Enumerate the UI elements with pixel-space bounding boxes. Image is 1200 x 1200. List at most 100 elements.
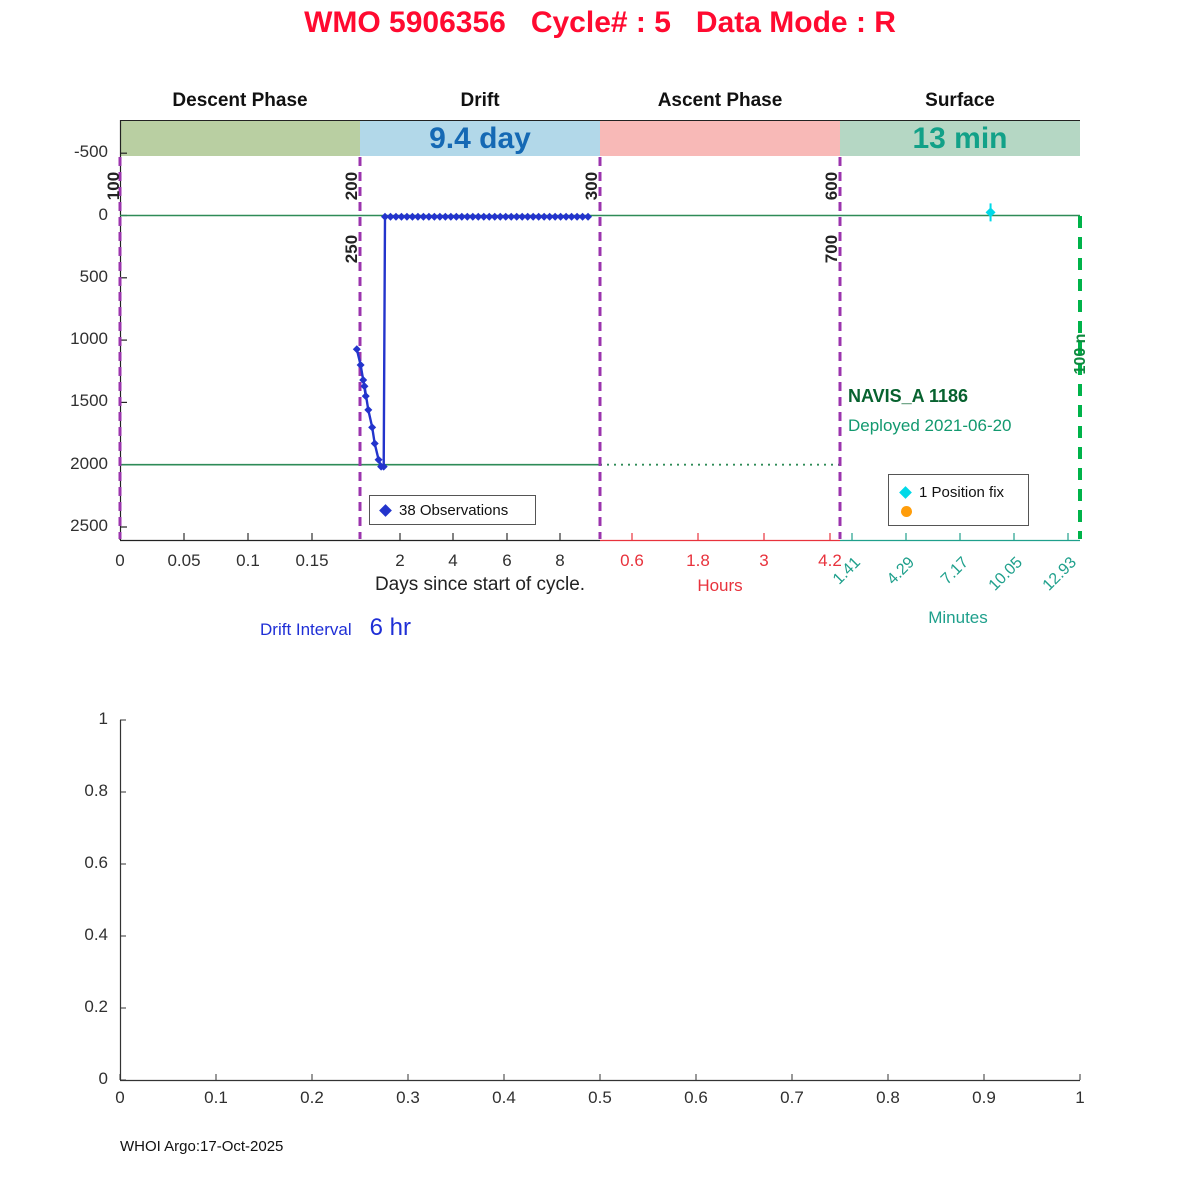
observation-marker	[578, 212, 587, 221]
observation-marker	[408, 212, 417, 221]
observation-marker	[534, 212, 543, 221]
y-axis-tick-label: 1500	[70, 391, 108, 411]
observation-marker	[518, 212, 527, 221]
observation-diamond-icon	[379, 503, 392, 517]
observation-marker	[386, 212, 395, 221]
plot2-y-tick-label: 0	[98, 1069, 108, 1088]
observation-marker	[413, 212, 422, 221]
surface-duration-label: 13 min	[912, 122, 1008, 155]
x-axis-tick-label: 0	[115, 551, 125, 570]
plot2-x-tick-label: 0.7	[780, 1088, 804, 1107]
boundary-pressure-label: 100	[104, 171, 123, 201]
plot2-y-tick-label: 0.2	[84, 997, 108, 1016]
observation-marker	[556, 212, 565, 221]
x-axis-tick-label: 0.6	[620, 551, 644, 570]
descent-phase-band	[120, 121, 360, 156]
y-axis-tick-label: -500	[73, 142, 108, 162]
observation-marker	[424, 212, 433, 221]
observation-marker	[356, 361, 365, 370]
plot2-x-tick-label: 0.2	[300, 1088, 324, 1107]
x-axis-tick-label: 8	[555, 551, 565, 570]
phase-title-descent: Descent Phase	[172, 90, 308, 111]
plot2-y-tick-label: 0.4	[84, 925, 108, 944]
drift-interval-row: Drift Interval 6 hr	[260, 614, 411, 642]
x-axis-tick-label: 6	[502, 551, 512, 570]
observations-legend: 38 Observations	[369, 495, 536, 525]
observation-marker	[430, 212, 439, 221]
float-deployed-text: Deployed 2021-06-20	[848, 416, 1012, 435]
observation-marker	[463, 212, 472, 221]
observation-marker	[523, 212, 532, 221]
observation-marker	[441, 212, 450, 221]
plot2-x-tick-label: 0	[115, 1088, 125, 1107]
boundary-pressure-label: 300	[582, 171, 601, 201]
observation-marker	[529, 212, 538, 221]
observation-marker	[352, 345, 361, 354]
x-axis-tick-label: 1.8	[686, 551, 710, 570]
plot2-x-tick-label: 1	[1075, 1088, 1085, 1107]
position-fix-legend-row: 1 Position fix	[899, 483, 1005, 501]
page-title: WMO 5906356 Cycle# : 5 Data Mode : R	[304, 6, 896, 39]
y-axis-tick-label: 2500	[70, 516, 108, 535]
y-axis-tick-label: 500	[79, 266, 108, 286]
observation-marker	[360, 382, 369, 391]
observation-marker	[573, 212, 582, 221]
plot2-x-tick-label: 0.4	[492, 1088, 516, 1107]
observation-marker	[567, 212, 576, 221]
phase-title-drift: Drift	[460, 90, 500, 111]
observation-marker	[419, 212, 428, 221]
observation-marker	[391, 212, 400, 221]
observation-marker	[370, 439, 379, 448]
minutes-tick-label: 10.05	[985, 554, 1027, 595]
x-axis-tick-label: 3	[759, 551, 769, 570]
plot2-x-tick-label: 0.8	[876, 1088, 900, 1107]
y-axis-tick-label: 1000	[70, 329, 108, 349]
observation-marker	[490, 212, 499, 221]
drift-duration-label: 9.4 day	[429, 122, 531, 155]
minutes-tick-label: 12.93	[1039, 554, 1081, 595]
orange-marker-row	[901, 505, 912, 517]
observation-marker	[496, 212, 505, 221]
phase-title-ascent: Ascent Phase	[657, 90, 783, 111]
observation-marker	[377, 462, 386, 471]
minutes-axis-label: Minutes	[928, 608, 988, 627]
observation-marker	[562, 212, 571, 221]
right-edge-distance-label: 100 n	[1072, 333, 1089, 375]
x-axis-tick-label: 4.2	[818, 551, 842, 570]
x-axis-tick-label: 0.1	[236, 551, 260, 570]
boundary-pressure-label: 200	[342, 171, 361, 201]
observation-marker	[468, 212, 477, 221]
plot2-x-tick-label: 0.9	[972, 1088, 996, 1107]
observation-marker	[485, 212, 494, 221]
observation-marker	[545, 212, 554, 221]
observation-marker	[361, 392, 370, 401]
plot2-x-tick-label: 0.1	[204, 1088, 228, 1107]
observation-marker	[452, 212, 461, 221]
drift-phase-band: 9.4 day	[360, 121, 600, 156]
plot2-y-tick-label: 0.6	[84, 853, 108, 872]
minutes-tick-label: 4.29	[883, 554, 919, 589]
observation-marker	[364, 405, 373, 414]
position-fix-legend-label: 1 Position fix	[919, 483, 1005, 501]
position-fix-legend: 1 Position fix	[888, 474, 1029, 526]
observation-marker	[446, 212, 455, 221]
x-axis-tick-label: 0.15	[295, 551, 329, 570]
observation-marker	[474, 212, 483, 221]
observation-marker	[374, 455, 383, 464]
observation-marker	[457, 212, 466, 221]
surface-phase-band: 13 min	[840, 121, 1080, 156]
position-fix-diamond-icon	[899, 485, 912, 499]
minutes-tick-label: 7.17	[937, 554, 973, 589]
plot2-x-tick-label: 0.6	[684, 1088, 708, 1107]
observation-marker	[359, 375, 368, 384]
days-axis-label: Days since start of cycle.	[374, 574, 586, 595]
observation-marker	[479, 212, 488, 221]
observation-marker	[381, 212, 389, 221]
observation-marker	[368, 423, 377, 432]
x-axis-tick-label: 2	[395, 551, 405, 570]
plot2-y-tick-label: 0.8	[84, 781, 108, 800]
observation-marker	[551, 212, 560, 221]
drift-interval-label: Drift Interval	[260, 620, 352, 639]
plot2-y-tick-label: 1	[98, 709, 108, 728]
observation-marker	[540, 212, 549, 221]
